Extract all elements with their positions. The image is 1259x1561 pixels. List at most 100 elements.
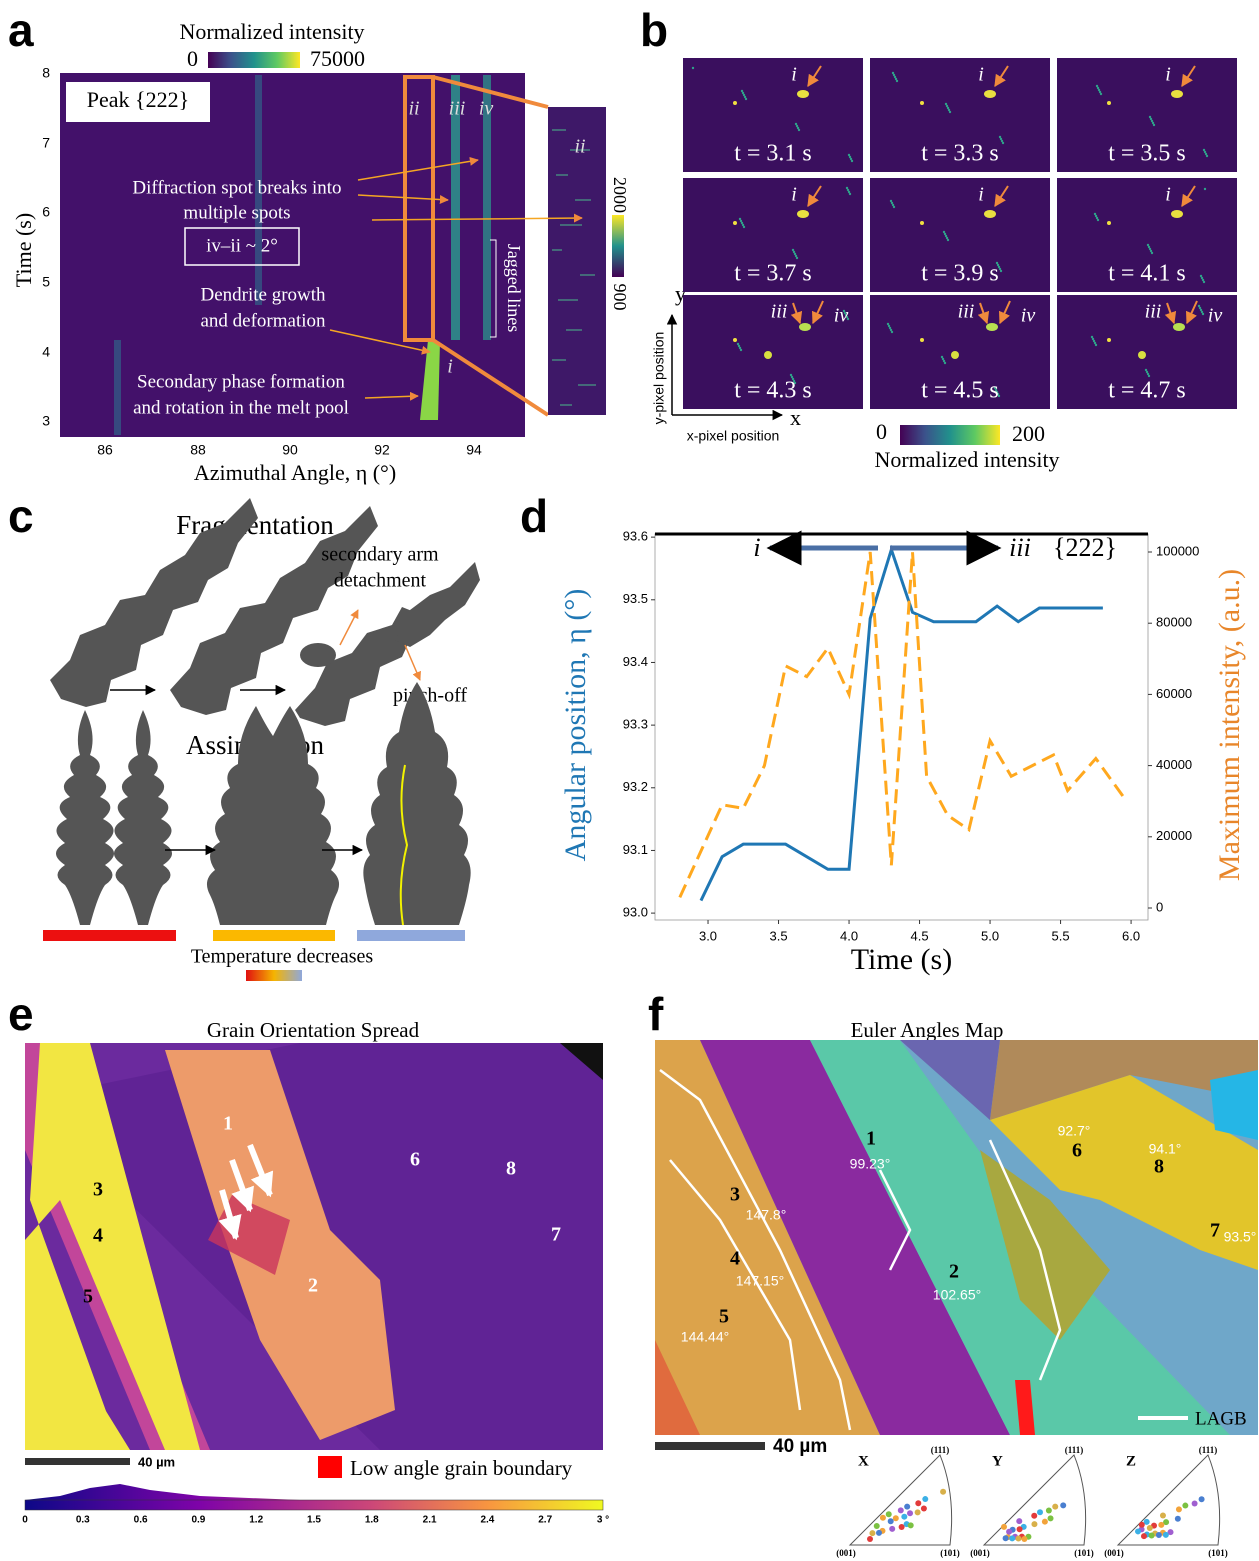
noise — [1150, 119, 1154, 123]
spot — [984, 90, 996, 98]
noise — [995, 390, 999, 394]
noise — [1000, 139, 1004, 143]
pole-point — [1143, 1518, 1150, 1525]
noise — [890, 330, 894, 334]
axis-name: y — [675, 281, 686, 306]
y-tick-label: 93.1 — [623, 842, 648, 857]
frame — [870, 58, 1050, 172]
marker: i — [1165, 184, 1171, 206]
arrow — [357, 194, 449, 205]
noise — [886, 322, 890, 326]
frame — [683, 58, 863, 172]
noise — [849, 157, 853, 161]
noise — [999, 137, 1003, 141]
noise — [945, 236, 949, 240]
y-tick-label: 93.4 — [623, 654, 648, 669]
grain-label: 2 — [308, 1275, 318, 1297]
noise — [1094, 214, 1098, 218]
noise — [941, 357, 945, 361]
spot — [799, 323, 811, 331]
noise — [795, 256, 799, 260]
annotation: pinch-off — [393, 685, 467, 707]
annotation-box — [184, 227, 300, 266]
noise — [1203, 187, 1207, 191]
annotation: i — [753, 533, 760, 562]
pole-point — [879, 1514, 886, 1521]
spot — [1107, 101, 1111, 105]
caption: Temperature decreases — [191, 946, 374, 968]
noise — [1149, 249, 1153, 253]
frame-time: t = 4.5 s — [921, 378, 999, 404]
grain — [700, 1040, 1010, 1435]
spot — [986, 323, 998, 331]
noise — [848, 192, 852, 196]
frame — [683, 178, 863, 292]
arrow — [218, 1189, 242, 1241]
grain — [900, 1040, 1000, 1120]
noise — [1151, 121, 1155, 125]
lagb-line — [669, 1159, 802, 1411]
noise — [1146, 243, 1150, 247]
y2-tick-label: 20000 — [1156, 828, 1192, 843]
dendrite — [206, 706, 340, 925]
colorbar-tick-label: 3 ° — [597, 1515, 609, 1526]
pole-point — [920, 1505, 927, 1512]
y-tick-label: 93.5 — [623, 591, 648, 606]
colorbar-tick-label: 1.2 — [249, 1515, 263, 1526]
pole-triangle — [982, 1454, 1087, 1546]
annotation: iii — [1009, 533, 1031, 562]
noise — [1197, 304, 1201, 308]
colorbar — [900, 425, 1000, 445]
y-tick-label: 8 — [42, 65, 50, 81]
noise — [1001, 141, 1005, 145]
noise — [742, 93, 746, 97]
grain-label: 1 — [866, 1128, 876, 1150]
noise — [1095, 84, 1099, 88]
spot — [733, 338, 737, 342]
frame-time: t = 4.1 s — [1108, 261, 1186, 287]
legend-label: Low angle grain boundary — [350, 1456, 573, 1480]
colorbar-title: Normalized intensity — [179, 19, 364, 44]
pole-point — [1159, 1512, 1166, 1519]
noise — [1146, 372, 1150, 376]
pole-axis: X — [858, 1453, 869, 1469]
noise — [999, 269, 1003, 273]
noise — [740, 221, 744, 225]
colorbar-min: 0 — [187, 46, 198, 71]
panel-label: d — [520, 490, 548, 542]
streak — [483, 75, 491, 340]
arrow — [807, 65, 822, 88]
noise — [887, 324, 891, 328]
pole-point — [1041, 1518, 1048, 1525]
map-title: Euler Angles Map — [851, 1018, 1004, 1042]
x-tick-label: 92 — [374, 442, 390, 458]
y-tick-label: 5 — [42, 274, 50, 290]
pole-label: (001) — [970, 1548, 990, 1558]
series-line — [678, 551, 1126, 898]
grain-label: 7 — [1210, 1220, 1220, 1242]
pole-point — [1135, 1528, 1141, 1535]
grain — [990, 1040, 1258, 1120]
dendrite — [295, 607, 422, 726]
noise — [943, 361, 947, 365]
marker: i — [978, 64, 984, 86]
noise — [744, 97, 748, 101]
grain-angle: 144.44° — [681, 1329, 729, 1345]
pole-point — [1045, 1507, 1052, 1514]
noise — [996, 263, 1000, 267]
noise — [737, 344, 741, 348]
pole-point — [1016, 1518, 1023, 1525]
frame — [870, 178, 1050, 292]
noise — [1099, 92, 1103, 96]
noise — [796, 126, 800, 130]
panel-label: f — [648, 988, 664, 1040]
noise — [790, 375, 794, 379]
noise — [739, 219, 743, 223]
noise — [889, 199, 893, 203]
noise — [889, 328, 893, 332]
noise — [743, 95, 747, 99]
heatmap — [60, 73, 525, 437]
pole-point — [1047, 1515, 1054, 1522]
noise — [792, 379, 796, 383]
